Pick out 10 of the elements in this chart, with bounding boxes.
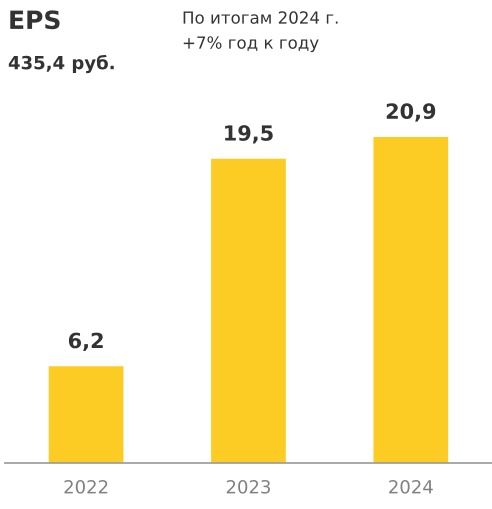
data-label: 19,5 [225, 125, 273, 144]
x-tick-label: 2023 [226, 480, 270, 494]
text: +7% год к году [184, 36, 319, 52]
data-label: 6,2 [68, 332, 103, 351]
x-tick-label: 2022 [64, 480, 108, 494]
data-label: 20,9 [386, 103, 436, 122]
text: По итогам 2024 г. [184, 11, 338, 24]
chart-subtitle: 435,4 руб. [8, 54, 114, 74]
x-tick-label: 2024 [389, 480, 433, 494]
chart-title: EPS [10, 10, 60, 30]
